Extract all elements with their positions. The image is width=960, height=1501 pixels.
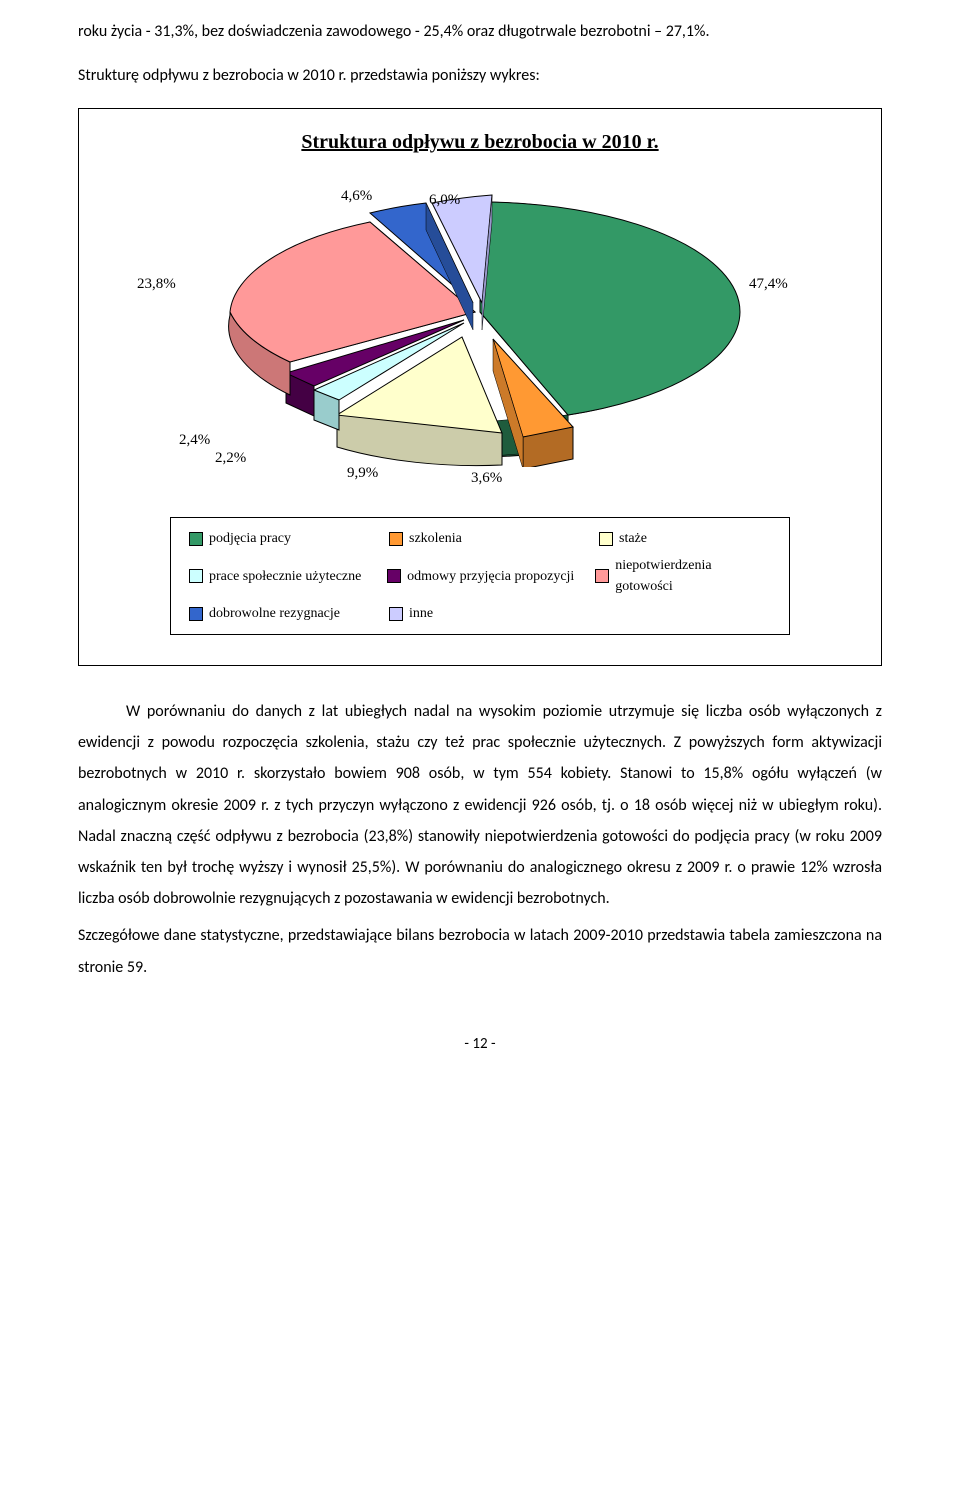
- swatch-4: [387, 569, 401, 583]
- legend-label-1: szkolenia: [409, 528, 462, 549]
- swatch-1: [389, 532, 403, 546]
- legend-label-3: prace społecznie użyteczne: [209, 566, 361, 587]
- intro-line-2: Strukturę odpływu z bezrobocia w 2010 r.…: [78, 64, 882, 88]
- swatch-2: [599, 532, 613, 546]
- label-99: 9,9%: [347, 462, 378, 485]
- label-474: 47,4%: [749, 273, 788, 296]
- legend-label-2: staże: [619, 528, 647, 549]
- label-46: 4,6%: [341, 185, 372, 208]
- label-24: 2,4%: [179, 429, 210, 452]
- legend-label-6: dobrowolne rezygnacje: [209, 603, 340, 624]
- legend-label-5: niepotwierdzenia gotowości: [615, 555, 771, 597]
- swatch-5: [595, 569, 609, 583]
- label-22: 2,2%: [215, 447, 246, 470]
- label-36: 3,6%: [471, 467, 502, 490]
- swatch-0: [189, 532, 203, 546]
- chart-container: Struktura odpływu z bezrobocia w 2010 r.: [78, 108, 882, 666]
- legend-item-2: staże: [599, 528, 647, 549]
- page-number: - 12 -: [78, 1033, 882, 1056]
- legend-item-4: odmowy przyjęcia propozycji: [387, 566, 595, 587]
- legend-item-3: prace społecznie użyteczne: [189, 566, 387, 587]
- legend-item-6: dobrowolne rezygnacje: [189, 603, 389, 624]
- legend-label-7: inne: [409, 603, 433, 624]
- legend-item-7: inne: [389, 603, 433, 624]
- swatch-3: [189, 569, 203, 583]
- legend-item-0: podjęcia pracy: [189, 528, 389, 549]
- chart-title: Struktura odpływu z bezrobocia w 2010 r.: [109, 127, 851, 157]
- legend-item-5: niepotwierdzenia gotowości: [595, 555, 771, 597]
- legend-label-4: odmowy przyjęcia propozycji: [407, 566, 574, 587]
- legend: podjęcia pracy szkolenia staże prace spo…: [170, 517, 790, 635]
- legend-item-1: szkolenia: [389, 528, 599, 549]
- pie-svg: [170, 167, 790, 467]
- swatch-7: [389, 607, 403, 621]
- legend-label-0: podjęcia pracy: [209, 528, 291, 549]
- pie-chart: 4,6% 6,0% 23,8% 47,4% 2,4% 2,2% 9,9% 3,6…: [109, 167, 851, 507]
- body-p2: Szczegółowe dane statystyczne, przedstaw…: [78, 920, 882, 982]
- label-60: 6,0%: [429, 189, 460, 212]
- label-238: 23,8%: [137, 273, 176, 296]
- swatch-6: [189, 607, 203, 621]
- intro-line-1: roku życia - 31,3%, bez doświadczenia za…: [78, 20, 882, 44]
- body-p1: W porównaniu do danych z lat ubiegłych n…: [78, 696, 882, 914]
